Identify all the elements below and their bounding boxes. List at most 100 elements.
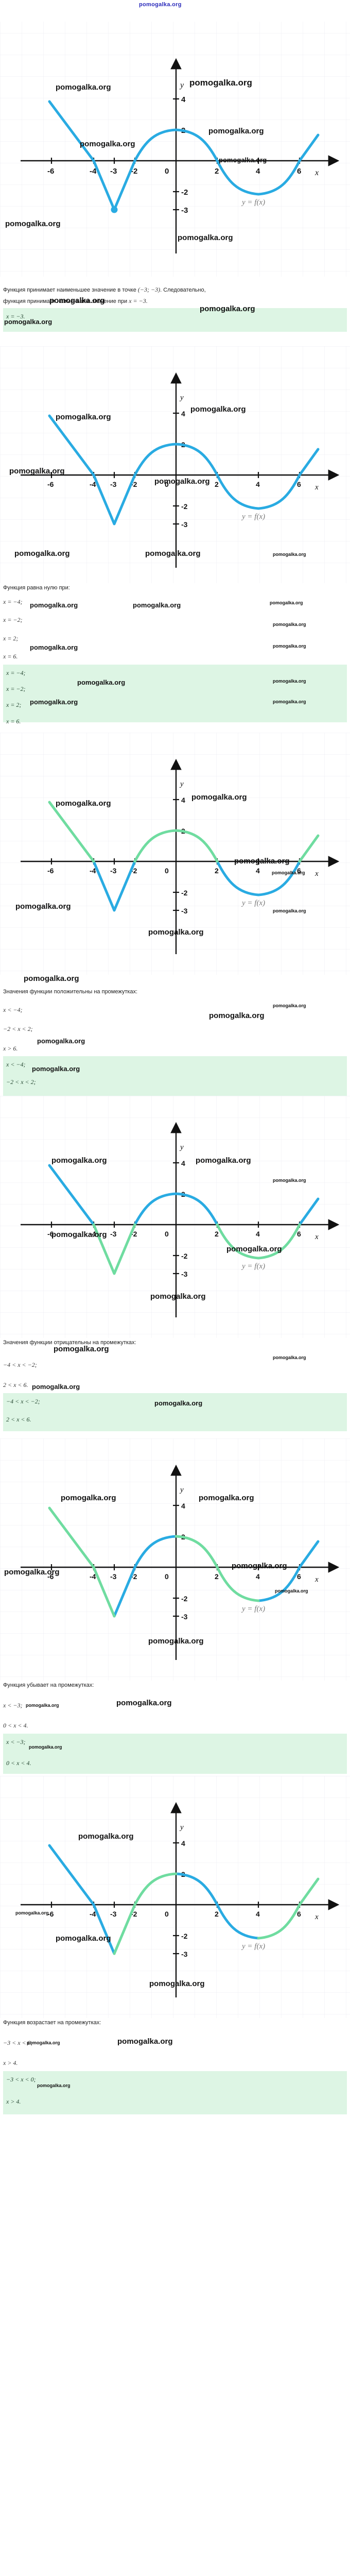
answer-box: −3 < x < 0; pomogalka.org x > 4. — [3, 2071, 347, 2114]
answer-box: x < −4; −2 < x < 2; x > 6. — [3, 1056, 347, 1104]
function-label: y = f(x) — [241, 1942, 265, 1951]
svg-text:y: y — [179, 1143, 184, 1151]
answer-box: x < −3; pomogalka.org 0 < x < 4. — [3, 1733, 347, 1774]
svg-text:0: 0 — [165, 1910, 169, 1918]
function-curve-highlight-negative — [92, 1223, 301, 1275]
y-tick--3: -3 — [181, 206, 188, 215]
answer-value: x > 4. — [6, 2098, 21, 2106]
svg-text:x: x — [314, 1575, 319, 1584]
svg-text:2: 2 — [215, 1572, 219, 1581]
answer-value: −3 < x < 0; — [6, 2075, 36, 2083]
svg-text:-3: -3 — [110, 480, 117, 488]
svg-text:0: 0 — [165, 480, 169, 488]
svg-text:-3: -3 — [110, 867, 117, 875]
function-curve-base — [48, 1164, 320, 1226]
svg-text:2: 2 — [215, 480, 219, 488]
lead-line: Значения функции отрицательны на промежу… — [3, 1340, 136, 1346]
answer-value: x = −3. — [6, 312, 25, 320]
answer-value: 2 < x < 6. — [6, 1416, 31, 1423]
x-tick--3: -3 — [110, 167, 117, 176]
svg-text:x: x — [314, 1913, 319, 1921]
lead-line: Функция возрастает на промежутках: — [3, 2020, 101, 2026]
y-tick--2: -2 — [181, 188, 188, 197]
svg-text:4: 4 — [256, 867, 260, 875]
answer-box: −4 < x < −2; 2 < x < 6. — [3, 1393, 347, 1431]
section-least-value: Функция принимает наименьшее значение в … — [0, 284, 350, 346]
svg-text:0: 0 — [165, 1572, 169, 1581]
top-banner: pomogalka.org — [0, 0, 350, 11]
function-label: y = f(x) — [241, 1262, 265, 1270]
svg-text:-6: -6 — [47, 867, 54, 875]
svg-text:6: 6 — [297, 1572, 301, 1581]
function-label: y = f(x) — [241, 198, 265, 207]
svg-text:-4: -4 — [90, 867, 96, 875]
function-curve — [48, 414, 320, 526]
axis-y-label: y — [179, 81, 184, 90]
section-zeros: Функция равна нулю при: x = −4; x = −2; … — [0, 583, 350, 733]
svg-text:-2: -2 — [181, 1595, 188, 1603]
watermark: pomogalka.org — [273, 1355, 306, 1360]
section-positive: pomogalka.org Значения функции положител… — [0, 974, 350, 1104]
function-curve-base — [48, 1844, 260, 1955]
minimum-point-marker — [111, 206, 118, 213]
svg-text:-2: -2 — [181, 1252, 188, 1260]
svg-text:-4: -4 — [90, 1230, 96, 1238]
svg-text:y: y — [179, 780, 184, 788]
svg-text:-2: -2 — [181, 1932, 188, 1940]
svg-text:-4: -4 — [90, 1910, 96, 1918]
lead-line-2: функция принимает наименьшее значение пр… — [3, 297, 148, 304]
svg-text:-3: -3 — [181, 1270, 188, 1278]
svg-text:4: 4 — [256, 1572, 260, 1581]
function-label: y = f(x) — [241, 1605, 265, 1613]
function-label: y = f(x) — [241, 513, 265, 521]
svg-text:6: 6 — [297, 1230, 301, 1238]
watermark: pomogalka.org — [24, 974, 79, 983]
graph-1-svg: -6 -4 -3 -2 0 2 4 6 4 2 -2 -3 x y y = f(… — [0, 22, 350, 277]
svg-text:6: 6 — [297, 867, 301, 875]
zero-value: x = −4; — [3, 598, 23, 605]
lead-line: Функция равна нулю при: — [3, 585, 70, 591]
axis-y-label: y — [179, 394, 184, 402]
function-curve-base — [92, 860, 301, 912]
answer-value: −2 < x < 2; — [6, 1078, 36, 1086]
y-tick-4: 4 — [181, 95, 186, 104]
svg-text:0: 0 — [165, 1230, 169, 1238]
svg-text:2: 2 — [215, 1230, 219, 1238]
x-tick--6: -6 — [47, 167, 54, 176]
svg-text:-4: -4 — [90, 480, 96, 488]
interval-value: x > 6. — [3, 1044, 18, 1052]
svg-text:4: 4 — [181, 1159, 185, 1167]
svg-text:y: y — [179, 1486, 184, 1494]
section-decreasing: Функция убывает на промежутках: x < −3; … — [0, 1681, 350, 1776]
answer-value: x < −4; — [6, 1061, 26, 1069]
section-negative: Значения функции отрицательны на промежу… — [0, 1338, 350, 1438]
svg-text:-3: -3 — [110, 1910, 117, 1918]
svg-text:4: 4 — [181, 1502, 185, 1510]
watermark: pomogalka.org — [37, 1037, 85, 1045]
answer-value: x = −4; — [6, 669, 26, 676]
svg-text:4: 4 — [256, 1910, 260, 1918]
interval-value: −4 < x < −2; — [3, 1361, 37, 1368]
svg-text:x: x — [314, 1233, 319, 1241]
zero-value: x = 6. — [3, 653, 18, 660]
svg-text:-3: -3 — [181, 1613, 188, 1621]
svg-text:-3: -3 — [110, 1230, 117, 1238]
svg-text:y: y — [179, 1823, 184, 1832]
interval-value: x < −4; — [3, 1006, 23, 1013]
x-tick-2: 2 — [215, 167, 219, 176]
svg-text:4: 4 — [256, 480, 260, 488]
axis-x-label: x — [314, 168, 319, 177]
svg-text:-3: -3 — [181, 907, 188, 915]
answer-box: x = −4; x = −2; x = 2; x = 6. — [3, 664, 347, 725]
svg-text:4: 4 — [181, 1839, 185, 1848]
